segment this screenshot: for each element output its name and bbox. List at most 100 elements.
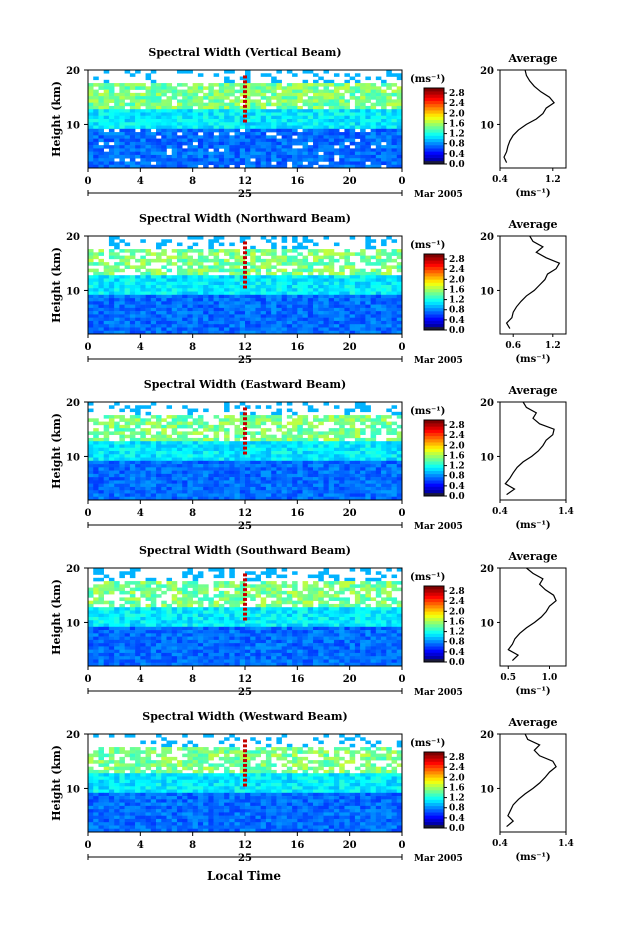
heatmap-cell: [391, 581, 398, 585]
heatmap-cell: [391, 285, 398, 289]
heatmap-cell: [140, 421, 146, 426]
heatmap-cell: [187, 89, 193, 94]
heatmap-cell: [260, 281, 267, 286]
heatmap-cell: [203, 291, 209, 296]
heatmap-cell: [166, 164, 173, 169]
heatmap-cell: [203, 86, 209, 90]
heatmap-peak: [243, 275, 247, 279]
heatmap-cell: [375, 301, 382, 305]
heatmap-cell: [182, 158, 188, 162]
heatmap-cell: [229, 154, 235, 159]
heatmap-cell: [140, 473, 146, 478]
heatmap-cell: [370, 275, 377, 279]
heatmap-cell: [192, 307, 199, 312]
heatmap-cell: [208, 464, 214, 468]
heatmap-cell: [192, 486, 199, 491]
heatmap-cell: [333, 102, 340, 107]
heatmap-cell: [386, 96, 392, 100]
heatmap-cell: [286, 496, 293, 501]
heatmap-cell: [328, 262, 335, 266]
heatmap-cell: [182, 437, 188, 442]
heatmap-cell: [166, 154, 173, 159]
heatmap-cell: [245, 105, 251, 110]
heatmap-cell: [386, 141, 392, 146]
heatmap-cell: [229, 454, 235, 458]
heatmap-cell: [344, 89, 350, 94]
heatmap-cell: [313, 327, 319, 332]
heatmap-cell: [88, 324, 94, 328]
heatmap-cell: [213, 148, 220, 152]
heatmap-cell: [318, 496, 324, 501]
heatmap-cell: [292, 571, 298, 575]
heatmap-cell: [129, 437, 136, 442]
heatmap-cell: [297, 262, 303, 266]
heatmap-cell: [182, 584, 188, 588]
heatmap-cell: [192, 128, 199, 133]
heatmap-cell: [98, 294, 104, 299]
heatmap-cell: [224, 324, 230, 328]
heatmap-cell: [103, 330, 110, 335]
heatmap-cell: [197, 473, 204, 478]
heatmap-cell: [286, 320, 293, 325]
colorbar: [424, 88, 444, 165]
heatmap-cell: [292, 444, 298, 449]
heatmap-cell: [150, 304, 157, 309]
heatmap-cell: [114, 311, 120, 315]
heatmap-cell: [234, 464, 241, 468]
heatmap-cell: [208, 324, 214, 328]
heatmap-cell: [192, 490, 199, 494]
heatmap-cell: [323, 441, 330, 445]
heatmap-cell: [88, 83, 94, 87]
heatmap-cell: [349, 291, 356, 296]
heatmap-cell: [150, 151, 157, 156]
heatmap-cell: [229, 291, 235, 296]
heatmap-cell: [218, 493, 225, 498]
heatmap-cell: [360, 496, 366, 501]
heatmap-cell: [281, 278, 288, 283]
heatmap-cell: [208, 102, 214, 107]
heatmap-cell: [360, 324, 366, 328]
heatmap-cell: [182, 467, 188, 471]
heatmap-cell: [224, 275, 230, 279]
heatmap-cell: [307, 493, 314, 498]
heatmap-cell: [156, 594, 162, 598]
heatmap-cell: [381, 281, 387, 286]
heatmap-cell: [197, 105, 204, 110]
heatmap-cell: [271, 473, 277, 478]
heatmap-cell: [271, 486, 277, 491]
heatmap-cell: [344, 154, 350, 159]
heatmap-cell: [344, 444, 350, 449]
heatmap-cell: [239, 320, 246, 325]
heatmap-cell: [307, 324, 314, 328]
heatmap-cell: [203, 271, 209, 276]
heatmap-cell: [245, 490, 251, 494]
heatmap-cell: [245, 467, 251, 471]
heatmap-cell: [365, 424, 371, 429]
heatmap-cell: [344, 109, 350, 113]
heatmap-cell: [239, 590, 246, 595]
heatmap-cell: [276, 138, 282, 143]
heatmap-cell: [318, 571, 324, 575]
heatmap-cell: [381, 239, 387, 243]
heatmap-cell: [381, 265, 387, 269]
heatmap-cell: [114, 314, 120, 318]
heatmap-cell: [297, 307, 303, 312]
heatmap-cell: [386, 454, 392, 458]
heatmap-cell: [176, 431, 183, 435]
heatmap-cell: [302, 311, 309, 315]
heatmap-cell: [161, 584, 167, 588]
heatmap-cell: [234, 109, 241, 113]
heatmap-cell: [328, 128, 335, 133]
heatmap-cell: [239, 281, 246, 286]
heatmap-cell: [187, 109, 193, 113]
heatmap-cell: [135, 490, 141, 494]
heatmap-cell: [239, 132, 246, 136]
heatmap-cell: [156, 581, 162, 585]
heatmap-cell: [354, 83, 361, 87]
heatmap-cell: [93, 125, 99, 130]
heatmap-cell: [323, 581, 330, 585]
heatmap-cell: [140, 418, 146, 422]
colorbar-segment: [424, 486, 444, 490]
heatmap-cell: [302, 102, 309, 107]
heatmap-cell: [88, 281, 94, 286]
